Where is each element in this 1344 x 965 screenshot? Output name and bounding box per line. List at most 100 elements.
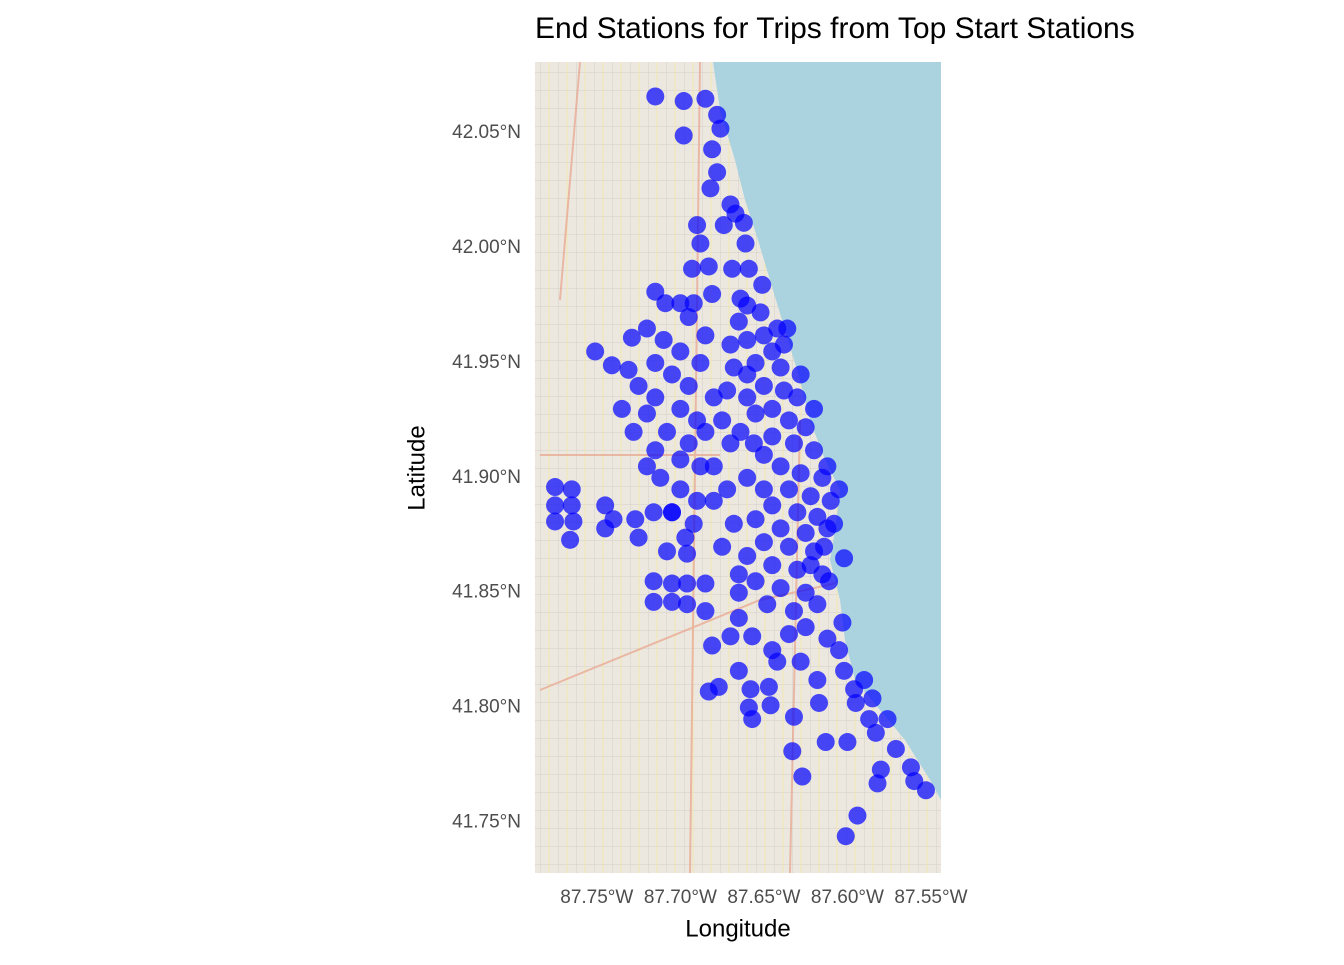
station-point <box>684 294 703 313</box>
station-point <box>784 707 803 726</box>
station-point <box>763 556 782 575</box>
station-point <box>718 381 737 400</box>
station-point <box>721 335 740 354</box>
station-point <box>901 758 920 777</box>
station-point <box>783 742 802 761</box>
station-point <box>835 549 854 568</box>
station-point <box>671 480 690 499</box>
station-point <box>688 216 707 235</box>
station-point <box>696 326 715 345</box>
station-point <box>763 399 782 418</box>
station-point <box>678 574 697 593</box>
station-point <box>721 627 740 646</box>
station-point <box>729 583 748 602</box>
station-point <box>751 303 770 322</box>
station-point <box>796 523 815 542</box>
station-point <box>708 163 727 182</box>
station-point <box>796 418 815 437</box>
station-point <box>546 496 565 515</box>
station-point <box>818 457 837 476</box>
station-point <box>724 514 743 533</box>
station-point <box>663 574 682 593</box>
station-point <box>846 693 865 712</box>
station-point <box>746 404 765 423</box>
station-point <box>546 512 565 531</box>
station-point <box>562 480 581 499</box>
station-point <box>708 105 727 124</box>
station-point <box>835 661 854 680</box>
station-point <box>696 422 715 441</box>
station-point <box>771 519 790 538</box>
station-point <box>886 739 905 758</box>
station-point <box>671 450 690 469</box>
station-point <box>646 87 665 106</box>
station-point <box>746 572 765 591</box>
station-point <box>753 275 772 294</box>
station-point <box>674 92 693 111</box>
station-point <box>546 478 565 497</box>
station-point <box>629 528 648 547</box>
y-tick-label: 42.05°N <box>452 122 521 143</box>
y-tick-label: 41.80°N <box>452 697 521 718</box>
station-point <box>744 434 763 453</box>
station-point <box>768 319 787 338</box>
station-point <box>646 353 665 372</box>
station-point <box>696 602 715 621</box>
y-tick-label: 41.90°N <box>452 467 521 488</box>
x-tick-label: 87.70°W <box>644 887 717 908</box>
station-point <box>771 579 790 598</box>
station-point <box>644 572 663 591</box>
station-point <box>629 376 648 395</box>
station-point <box>729 312 748 331</box>
station-point <box>637 404 656 423</box>
station-point <box>646 388 665 407</box>
station-point <box>713 411 732 430</box>
station-point <box>788 388 807 407</box>
station-point <box>729 565 748 584</box>
station-point <box>816 733 835 752</box>
station-point <box>709 677 728 696</box>
station-point <box>746 510 765 529</box>
x-axis-label: Longitude <box>685 915 790 942</box>
y-tick-label: 41.75°N <box>452 811 521 832</box>
station-point <box>663 503 682 522</box>
station-point <box>654 330 673 349</box>
station-point <box>741 680 760 699</box>
station-point <box>916 781 935 800</box>
station-point <box>779 537 798 556</box>
station-point <box>679 308 698 327</box>
station-point <box>711 119 730 138</box>
station-point <box>739 259 758 278</box>
station-point <box>758 595 777 614</box>
station-point <box>754 480 773 499</box>
station-point <box>637 457 656 476</box>
station-point <box>763 496 782 515</box>
station-point <box>779 411 798 430</box>
station-point <box>704 491 723 510</box>
station-point <box>688 491 707 510</box>
station-point <box>723 259 742 278</box>
station-point <box>738 388 757 407</box>
station-point <box>754 376 773 395</box>
station-point <box>763 641 782 660</box>
station-point <box>866 723 885 742</box>
station-point <box>754 533 773 552</box>
station-point <box>805 441 824 460</box>
station-point <box>678 595 697 614</box>
station-point <box>671 342 690 361</box>
station-point <box>713 537 732 556</box>
station-point <box>622 328 641 347</box>
station-point <box>761 696 780 715</box>
station-point <box>657 422 676 441</box>
station-point <box>738 330 757 349</box>
station-point <box>754 326 773 345</box>
station-point <box>825 514 844 533</box>
y-tick-label: 41.85°N <box>452 582 521 603</box>
station-point <box>855 671 874 690</box>
station-point <box>684 514 703 533</box>
station-point <box>830 641 849 660</box>
station-point <box>663 365 682 384</box>
station-point <box>738 296 757 315</box>
station-point <box>868 774 887 793</box>
